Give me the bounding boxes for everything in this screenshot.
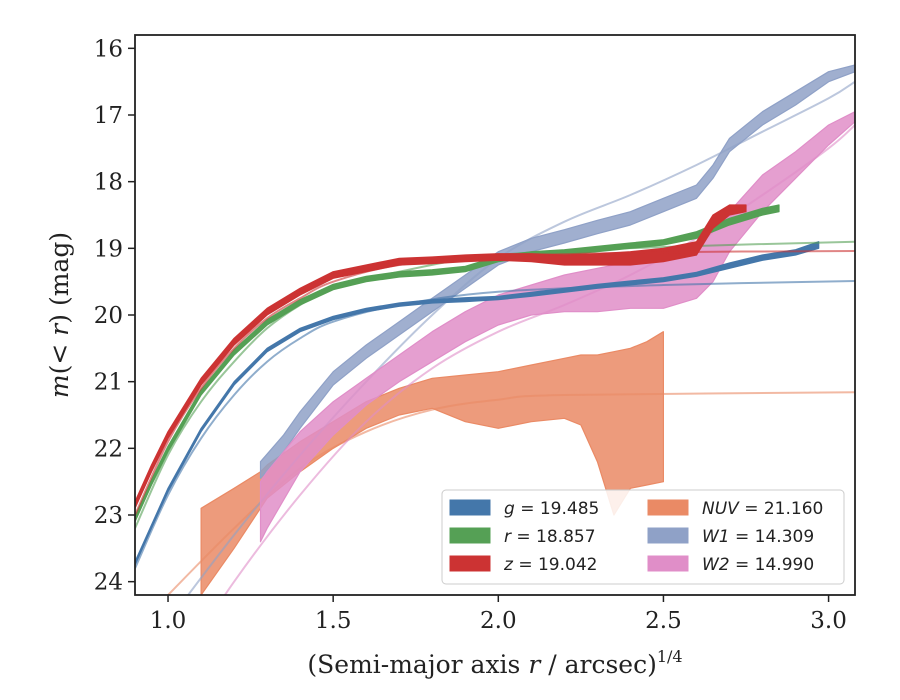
x-tick-label: 2.5 bbox=[645, 608, 682, 634]
legend-label: r = 18.857 bbox=[504, 527, 596, 547]
legend-box bbox=[441, 489, 845, 585]
y-tick-label: 18 bbox=[94, 170, 123, 196]
x-tick-label: 1.0 bbox=[150, 608, 187, 634]
legend-swatch bbox=[647, 555, 689, 572]
legend-item-r: r = 18.857 bbox=[449, 527, 596, 547]
series-g bbox=[135, 241, 855, 569]
model-curve-nuv bbox=[167, 391, 855, 595]
band-w2 bbox=[259, 111, 855, 543]
legend-item-z: z = 19.042 bbox=[449, 555, 597, 575]
legend: g = 19.485 r = 18.857 z = 19.042 NUV = 21.1… bbox=[441, 489, 845, 585]
x-tick-label: 1.5 bbox=[315, 608, 352, 634]
legend-item-w1: W1 = 14.309 bbox=[647, 527, 814, 547]
y-tick-label: 22 bbox=[94, 436, 123, 462]
legend-label: W1 = 14.309 bbox=[702, 527, 814, 547]
plot-area bbox=[135, 64, 855, 595]
series-r bbox=[135, 204, 855, 529]
legend-label: W2 = 14.990 bbox=[702, 555, 814, 575]
model-curve-w2 bbox=[223, 124, 855, 595]
y-tick-label: 17 bbox=[94, 103, 123, 129]
x-axis: 1.0 1.5 2.0 2.5 3.0 bbox=[150, 595, 847, 634]
series-z bbox=[135, 204, 855, 516]
band-g bbox=[135, 241, 820, 566]
legend-item-g: g = 19.485 bbox=[449, 499, 599, 519]
legend-label: z = 19.042 bbox=[503, 555, 597, 575]
legend-swatch bbox=[449, 527, 491, 544]
band-r bbox=[135, 204, 780, 523]
y-tick-label: 23 bbox=[94, 503, 123, 529]
band-z bbox=[135, 204, 747, 509]
x-tick-label: 2.0 bbox=[480, 608, 517, 634]
x-axis-label: (Semi-major axis r / arcsec)1/4 bbox=[307, 647, 682, 679]
y-tick-label: 19 bbox=[94, 236, 123, 262]
x-tick-label: 3.0 bbox=[810, 608, 847, 634]
model-curve-g bbox=[135, 280, 855, 569]
model-curve-r bbox=[135, 240, 855, 529]
y-tick-label: 21 bbox=[94, 370, 123, 396]
legend-item-nuv: NUV = 21.160 bbox=[647, 499, 823, 519]
band-w1 bbox=[259, 64, 855, 479]
model-curve-z bbox=[135, 250, 855, 516]
legend-label: NUV = 21.160 bbox=[702, 499, 823, 519]
y-axis: 16 17 18 19 20 21 22 23 24 bbox=[94, 36, 135, 596]
legend-item-w2: W2 = 14.990 bbox=[647, 555, 814, 575]
y-tick-label: 24 bbox=[94, 570, 123, 596]
y-tick-label: 16 bbox=[94, 36, 123, 62]
legend-swatch bbox=[647, 527, 689, 544]
y-axis-label: m(< r) (mag) bbox=[45, 232, 74, 398]
y-tick-label: 20 bbox=[94, 303, 123, 329]
legend-swatch bbox=[647, 499, 689, 516]
series-w2 bbox=[223, 111, 855, 595]
legend-label: g = 19.485 bbox=[504, 499, 599, 519]
legend-swatch bbox=[449, 555, 491, 572]
legend-swatch bbox=[449, 499, 491, 516]
